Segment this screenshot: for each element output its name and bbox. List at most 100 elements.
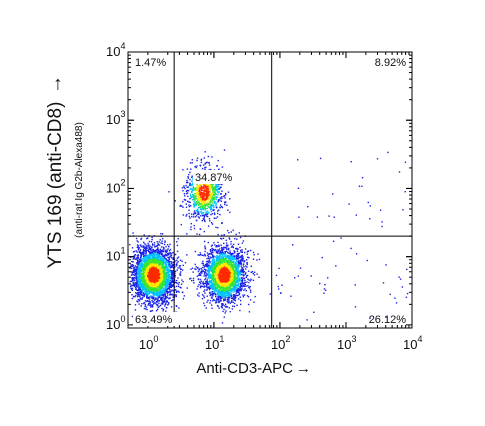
event-dot	[152, 272, 155, 275]
event-dot	[138, 299, 141, 301]
event-dot	[135, 237, 138, 240]
event-dot	[147, 256, 149, 258]
event-dot	[139, 292, 141, 294]
event-dot	[146, 287, 148, 289]
event-dot	[145, 244, 147, 246]
event-dot	[134, 274, 137, 276]
event-dot	[208, 283, 210, 285]
event-dot	[214, 276, 216, 278]
event-dot	[154, 253, 156, 255]
event-dot	[222, 258, 224, 261]
event-dot	[145, 283, 147, 285]
event-dot	[241, 281, 244, 283]
event-dot	[137, 258, 139, 260]
event-dot	[212, 283, 214, 285]
event-dot	[162, 278, 165, 280]
event-dot	[160, 288, 163, 290]
event-dot	[211, 253, 213, 256]
event-dot	[164, 259, 166, 261]
event-dot	[241, 286, 244, 288]
event-dot	[155, 268, 157, 270]
event-dot	[152, 253, 154, 255]
event-dot	[144, 273, 146, 276]
event-dot	[148, 261, 151, 264]
event-dot	[174, 270, 177, 272]
event-dot	[159, 264, 162, 266]
event-dot	[215, 295, 217, 298]
event-dot	[150, 310, 152, 312]
event-dot	[163, 301, 166, 303]
event-dot	[161, 240, 163, 242]
event-dot	[239, 286, 242, 288]
event-dot	[152, 291, 154, 294]
event-dot	[240, 299, 242, 302]
event-dot	[241, 249, 243, 251]
event-dot	[218, 267, 220, 269]
event-dot	[157, 281, 159, 283]
event-dot	[159, 259, 161, 262]
event-dot	[165, 258, 167, 260]
event-dot	[155, 290, 158, 293]
event-dot	[244, 273, 247, 275]
event-dot	[161, 279, 164, 281]
event-dot	[237, 288, 239, 290]
event-dot	[224, 254, 226, 256]
event-dot	[160, 273, 162, 275]
event-dot	[152, 244, 154, 246]
event-dot	[143, 273, 145, 276]
event-dot	[135, 277, 137, 279]
event-dot	[218, 248, 221, 250]
event-dot	[167, 291, 169, 293]
event-dot	[241, 258, 243, 260]
event-dot	[137, 263, 140, 265]
event-dot	[247, 296, 250, 298]
event-dot	[193, 282, 195, 284]
event-dot	[244, 288, 246, 290]
event-dot	[146, 274, 148, 276]
event-dot	[165, 268, 167, 270]
event-dot	[150, 291, 152, 293]
event-dot	[220, 252, 222, 254]
event-dot	[135, 279, 138, 281]
event-dot	[139, 280, 141, 283]
event-dot	[208, 273, 210, 275]
event-dot	[216, 255, 219, 258]
event-dot	[207, 272, 209, 274]
event-dot	[245, 265, 247, 267]
event-dot	[233, 282, 235, 284]
event-dot	[219, 273, 221, 276]
event-dot	[228, 289, 230, 291]
event-dot	[204, 272, 206, 274]
event-dot	[147, 275, 149, 277]
event-dot	[204, 279, 206, 281]
event-dot	[136, 274, 138, 276]
event-dot	[160, 251, 162, 253]
event-dot	[157, 253, 160, 255]
event-dot	[171, 261, 173, 263]
event-dot	[135, 282, 138, 285]
event-dot	[130, 264, 132, 266]
event-dot	[145, 258, 148, 261]
event-dot	[132, 278, 135, 280]
event-dot	[167, 259, 170, 262]
event-dot	[148, 298, 151, 300]
event-dot	[219, 250, 222, 252]
event-dot	[164, 273, 167, 275]
event-dot	[138, 294, 140, 296]
event-dot	[234, 264, 237, 266]
event-dot	[232, 243, 235, 246]
event-dot	[164, 296, 167, 299]
event-dot	[130, 267, 133, 270]
event-dot	[164, 283, 167, 286]
event-dot	[155, 249, 157, 252]
event-dot	[153, 292, 155, 294]
event-dot	[141, 285, 143, 287]
event-dot	[157, 260, 159, 263]
event-dot	[160, 260, 162, 262]
event-dot	[204, 245, 206, 247]
event-dot	[153, 252, 155, 254]
event-dot	[205, 269, 207, 272]
event-dot	[216, 283, 218, 286]
event-dot	[223, 287, 225, 289]
event-dot	[199, 252, 201, 254]
